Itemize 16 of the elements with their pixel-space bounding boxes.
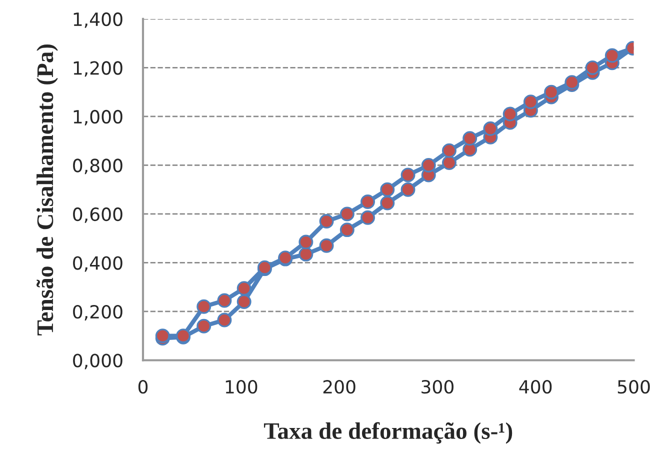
y-tick-label: 1,400 [74, 12, 122, 28]
x-tick-label: 400 [519, 380, 552, 394]
y-tick-label: 0,800 [73, 158, 122, 174]
x-tick-label: 0 [138, 380, 148, 394]
y-tick-label: 0,600 [73, 207, 122, 223]
x-tick-label: 100 [226, 380, 258, 394]
x-tick-label: 200 [323, 380, 356, 394]
y-tick-label: 0,000 [73, 354, 122, 370]
y-axis-title: Tensão de Cisalhamento (Pa) [36, 44, 58, 336]
y-tick-label: 0,400 [73, 256, 122, 272]
x-tick-label: 500 [618, 380, 650, 394]
y-tick-label: 0,200 [73, 304, 122, 320]
x-tick-label: 300 [422, 380, 454, 394]
y-tick-label: 1,000 [74, 110, 122, 126]
x-axis-title: Taxa de deformação (s-¹) [264, 422, 512, 444]
y-tick-label: 1,200 [74, 61, 122, 77]
